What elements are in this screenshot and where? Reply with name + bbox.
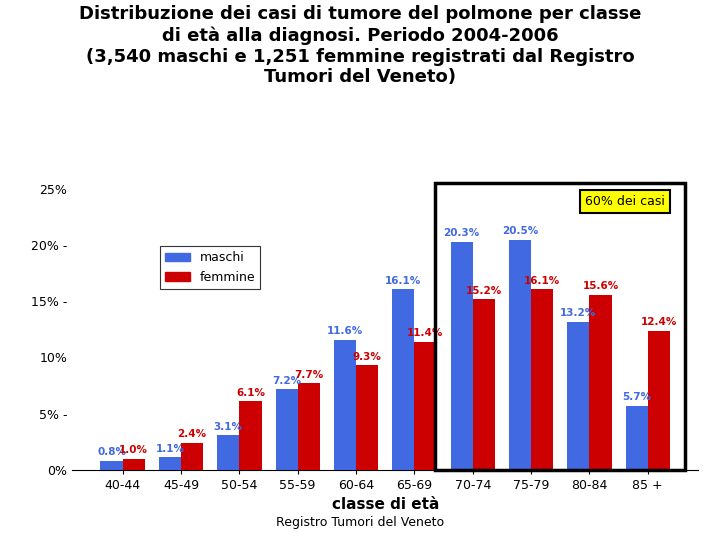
Bar bbox=[122, 458, 145, 470]
Text: 6.1%: 6.1% bbox=[236, 388, 265, 398]
Bar bbox=[276, 389, 297, 470]
Bar bbox=[356, 366, 378, 470]
Text: 13.2%: 13.2% bbox=[560, 308, 596, 318]
Bar bbox=[473, 299, 495, 470]
Bar bbox=[217, 435, 239, 470]
Text: 15.6%: 15.6% bbox=[582, 281, 618, 291]
Bar bbox=[567, 321, 590, 470]
Bar bbox=[239, 401, 261, 470]
Bar bbox=[531, 289, 553, 470]
Text: 15.2%: 15.2% bbox=[466, 286, 502, 296]
Text: 7.7%: 7.7% bbox=[294, 370, 323, 380]
Text: Distribuzione dei casi di tumore del polmone per classe
di età alla diagnosi. Pe: Distribuzione dei casi di tumore del pol… bbox=[78, 5, 642, 86]
Bar bbox=[392, 289, 415, 470]
Text: 3.1%: 3.1% bbox=[214, 422, 243, 431]
Bar bbox=[509, 240, 531, 470]
Bar bbox=[415, 342, 436, 470]
Bar bbox=[101, 461, 122, 470]
Bar bbox=[297, 383, 320, 470]
Text: 60% dei casi: 60% dei casi bbox=[585, 194, 665, 207]
Text: 1.0%: 1.0% bbox=[120, 445, 148, 455]
Bar bbox=[159, 457, 181, 470]
Text: 16.1%: 16.1% bbox=[385, 275, 421, 286]
Text: 0.8%: 0.8% bbox=[97, 448, 126, 457]
Text: 16.1%: 16.1% bbox=[524, 275, 560, 286]
Text: 12.4%: 12.4% bbox=[641, 317, 677, 327]
Text: 9.3%: 9.3% bbox=[353, 352, 382, 362]
Text: 11.6%: 11.6% bbox=[327, 326, 363, 336]
X-axis label: classe di età: classe di età bbox=[331, 497, 439, 512]
Text: 7.2%: 7.2% bbox=[272, 375, 301, 386]
Legend: maschi, femmine: maschi, femmine bbox=[160, 246, 261, 289]
Bar bbox=[626, 406, 648, 470]
Text: 20.3%: 20.3% bbox=[444, 228, 480, 239]
Text: 5.7%: 5.7% bbox=[622, 393, 651, 402]
Bar bbox=[648, 330, 670, 470]
Bar bbox=[334, 340, 356, 470]
Bar bbox=[451, 242, 473, 470]
Text: 2.4%: 2.4% bbox=[178, 429, 207, 440]
Text: 1.1%: 1.1% bbox=[156, 444, 184, 454]
Text: Registro Tumori del Veneto: Registro Tumori del Veneto bbox=[276, 516, 444, 529]
Bar bbox=[181, 443, 203, 470]
Text: 20.5%: 20.5% bbox=[502, 226, 538, 236]
Text: 11.4%: 11.4% bbox=[408, 328, 444, 339]
Bar bbox=[590, 295, 611, 470]
